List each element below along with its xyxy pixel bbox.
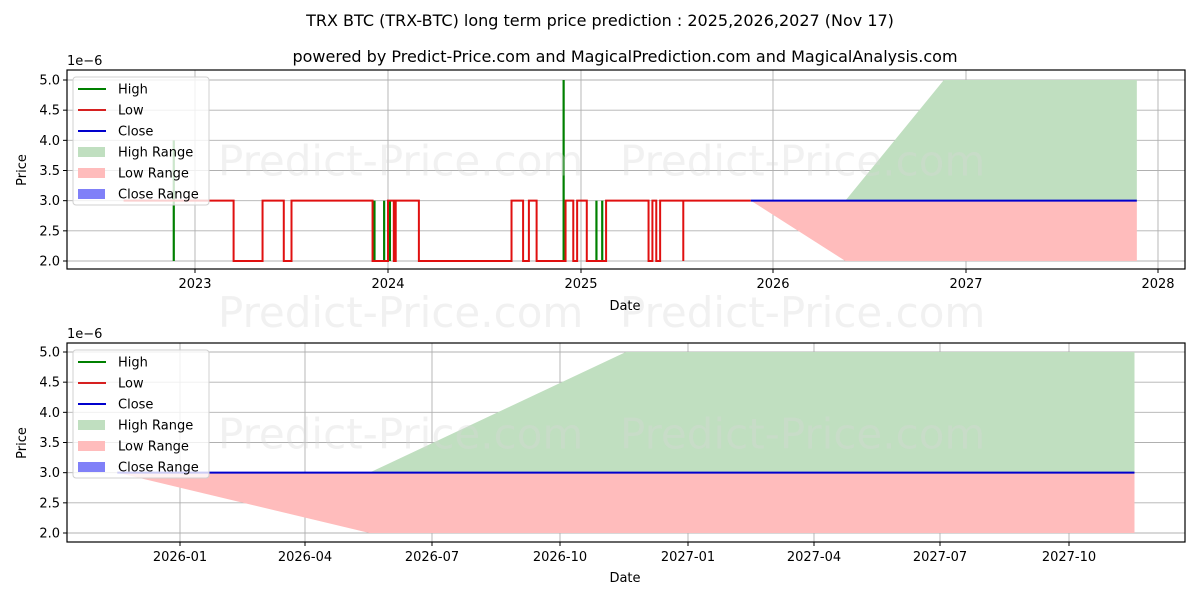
legend-box xyxy=(72,76,210,206)
x-tick-label: 2024 xyxy=(371,277,404,292)
top-axis-ticks: 2.0 2.5 3.0 3.5 4.0 4.5 5.0 2023 2024 2025 2026 202… xyxy=(39,74,1174,293)
x-tick-label: 2026 xyxy=(756,277,789,292)
legend-label: Close Range xyxy=(118,461,199,476)
legend-box xyxy=(72,349,210,479)
x-tick-label: 2026-10 xyxy=(533,550,587,565)
legend-patch-swatch xyxy=(78,441,105,451)
x-tick-label: 2026-04 xyxy=(278,550,332,565)
bottom-y-scale-label: 1e−6 xyxy=(67,327,102,342)
legend-label: Low xyxy=(118,377,144,392)
top-y-axis-label: Price xyxy=(15,154,30,186)
legend-label: High Range xyxy=(118,146,193,161)
x-tick-label: 2027-07 xyxy=(913,550,967,565)
bottom-axis-ticks: 2.0 2.5 3.0 3.5 4.0 4.5 5.0 2026-01 2026-04 2026-… xyxy=(39,346,1096,566)
chart-subtitle: powered by Predict-Price.com and Magical… xyxy=(292,47,957,66)
y-tick-label: 4.0 xyxy=(39,406,60,421)
bottom-y-axis-label: Price xyxy=(15,427,30,459)
top-x-axis-label: Date xyxy=(609,299,640,314)
x-tick-label: 2027 xyxy=(949,277,982,292)
legend-label: High xyxy=(118,83,148,98)
top-plot: Predict-Price.com Predict-Price.com Predic… xyxy=(15,54,1186,338)
legend-label: High Range xyxy=(118,419,193,434)
top-legend: High Low Close High Range Low Range Close Ran… xyxy=(72,76,210,206)
y-tick-label: 2.0 xyxy=(39,527,60,542)
y-tick-label: 2.5 xyxy=(39,224,60,239)
y-tick-label: 5.0 xyxy=(39,74,60,89)
y-tick-label: 4.5 xyxy=(39,104,60,119)
low-range-area xyxy=(117,472,1135,533)
x-tick-label: 2026-01 xyxy=(153,550,207,565)
bottom-legend: High Low Close High Range Low Range Close Ran… xyxy=(72,349,210,479)
x-tick-label: 2023 xyxy=(178,277,211,292)
low-line xyxy=(123,199,751,262)
top-watermarks: Predict-Price.com Predict-Price.com Predic… xyxy=(218,137,985,338)
legend-patch-swatch xyxy=(78,147,105,157)
x-tick-label: 2025 xyxy=(564,277,597,292)
y-tick-label: 2.5 xyxy=(39,496,60,511)
chart-title: TRX BTC (TRX-BTC) long term price predic… xyxy=(305,11,894,30)
high-range-area xyxy=(117,352,1135,473)
watermark-text: Predict-Price.com xyxy=(620,410,985,459)
y-tick-label: 3.5 xyxy=(39,164,60,179)
y-tick-label: 5.0 xyxy=(39,346,60,361)
legend-patch-swatch xyxy=(78,420,105,430)
high-range-area xyxy=(750,80,1137,201)
bottom-plot: Predict-Price.com Predict-Price.com 2.02.… xyxy=(15,327,1186,586)
y-tick-label: 3.0 xyxy=(39,194,60,209)
legend-label: Low Range xyxy=(118,167,189,182)
legend-label: High xyxy=(118,356,148,371)
top-plot-frame xyxy=(66,69,1186,270)
legend-patch-swatch xyxy=(78,168,105,178)
y-tick-label: 3.5 xyxy=(39,436,60,451)
watermark-text: Predict-Price.com xyxy=(218,288,583,337)
watermark-text: Predict-Price.com xyxy=(218,410,583,459)
y-tick-label: 2.0 xyxy=(39,255,60,270)
bottom-x-axis-label: Date xyxy=(609,571,640,586)
low-range-area xyxy=(750,200,1137,261)
x-tick-label: 2027-01 xyxy=(661,550,715,565)
legend-label: Close Range xyxy=(118,188,199,203)
y-tick-label: 3.0 xyxy=(39,466,60,481)
bottom-range-fills xyxy=(117,352,1135,533)
x-tick-label: 2026-07 xyxy=(405,550,459,565)
x-tick-label: 2027-10 xyxy=(1042,550,1096,565)
watermark-text: Predict-Price.com xyxy=(620,137,985,186)
top-y-scale-label: 1e−6 xyxy=(67,54,102,69)
legend-label: Close xyxy=(118,398,153,413)
legend-label: Close xyxy=(118,125,153,140)
legend-label: Low Range xyxy=(118,440,189,455)
top-range-fills xyxy=(750,80,1137,261)
x-tick-label: 2027-04 xyxy=(787,550,841,565)
legend-patch-swatch xyxy=(78,189,105,199)
legend-label: Low xyxy=(118,104,144,119)
watermark-text: Predict-Price.com xyxy=(620,288,985,337)
watermark-text: Predict-Price.com xyxy=(218,137,583,186)
y-tick-label: 4.0 xyxy=(39,134,60,149)
legend-patch-swatch xyxy=(78,462,105,472)
bottom-watermarks: Predict-Price.com Predict-Price.com xyxy=(218,410,985,459)
x-tick-label: 2028 xyxy=(1141,277,1174,292)
y-tick-label: 4.5 xyxy=(39,376,60,391)
